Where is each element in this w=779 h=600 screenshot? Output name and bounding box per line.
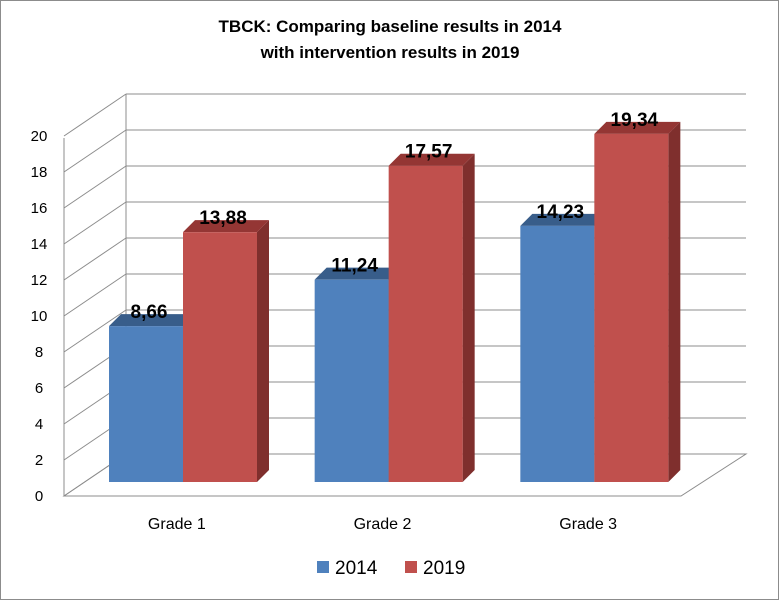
grid-line-side (63, 201, 127, 245)
y-tick-label: 20 (31, 128, 48, 145)
bar-top-face (183, 220, 269, 233)
y-tick-label: 10 (31, 308, 48, 325)
bar-2014-1: 11,24 (314, 256, 401, 482)
bar-top-face (109, 314, 195, 327)
legend-swatch (317, 561, 329, 573)
data-label: 8,66 (131, 302, 168, 323)
floor (62, 453, 748, 497)
bar-2019-1: 17,57 (388, 142, 475, 483)
x-category-label: Grade 1 (148, 516, 206, 533)
legend-item-2019: 2019 (405, 558, 465, 579)
chart-title: TBCK: Comparing baseline results in 2014… (219, 17, 562, 62)
data-label: 17,57 (405, 142, 453, 163)
bar-front-face (314, 279, 389, 482)
bar-top-face (520, 213, 607, 226)
y-tick-label: 2 (35, 452, 43, 469)
bar-2019-0: 13,88 (183, 208, 269, 482)
bar-front-face (594, 133, 669, 482)
data-label: 19,34 (611, 110, 659, 131)
y-tick-label: 4 (35, 416, 43, 433)
chart-title-line-1: TBCK: Comparing baseline results in 2014 (219, 17, 562, 36)
bar-top-face (594, 121, 681, 134)
y-tick-label: 14 (31, 236, 48, 253)
grid-line-side (63, 129, 127, 173)
bar-side-face (462, 153, 475, 483)
grid-line-side (63, 273, 127, 317)
bar-side-face (257, 220, 269, 482)
x-category-label: Grade 3 (559, 516, 617, 533)
grid-line-side (63, 237, 127, 281)
bar-front-face (388, 165, 463, 483)
x-category-label: Grade 2 (354, 516, 412, 533)
bar-top-face (388, 153, 475, 166)
bar-front-face (520, 225, 595, 483)
grid-line-side (63, 93, 127, 137)
chart-title-line-2: with intervention results in 2019 (260, 43, 520, 62)
legend: 2014 2019 (317, 558, 465, 579)
y-tick-label: 18 (31, 164, 48, 181)
bar-front-face (183, 232, 257, 482)
legend-label: 2014 (335, 558, 378, 579)
grid-line-side (63, 165, 127, 209)
legend-item-2014: 2014 (317, 558, 378, 579)
y-tick-label: 16 (31, 200, 48, 217)
bar-2014-2: 14,23 (520, 202, 607, 483)
y-tick-label: 12 (31, 272, 48, 289)
bar-side-face (668, 121, 681, 482)
data-label: 13,88 (199, 208, 247, 229)
x-axis-category-labels: Grade 1 Grade 2 Grade 3 (148, 516, 617, 533)
data-label: 14,23 (537, 202, 585, 223)
legend-label: 2019 (423, 558, 465, 579)
bar-2014-0: 8,66 (109, 302, 195, 482)
grid-line-side (63, 309, 127, 353)
bar-front-face (109, 326, 183, 482)
legend-swatch (405, 561, 417, 573)
data-label: 11,24 (331, 256, 378, 277)
bars: 8,66 13,88 11,24 17,57 14,23 19,34 (109, 110, 681, 483)
bar-2019-2: 19,34 (594, 110, 681, 482)
bar-top-face (314, 267, 401, 280)
y-tick-label: 8 (35, 344, 43, 361)
y-tick-label: 6 (35, 380, 43, 397)
y-axis-tick-labels: 0 2 4 6 8 10 12 14 16 18 20 (31, 128, 48, 505)
y-tick-label: 0 (35, 488, 43, 505)
